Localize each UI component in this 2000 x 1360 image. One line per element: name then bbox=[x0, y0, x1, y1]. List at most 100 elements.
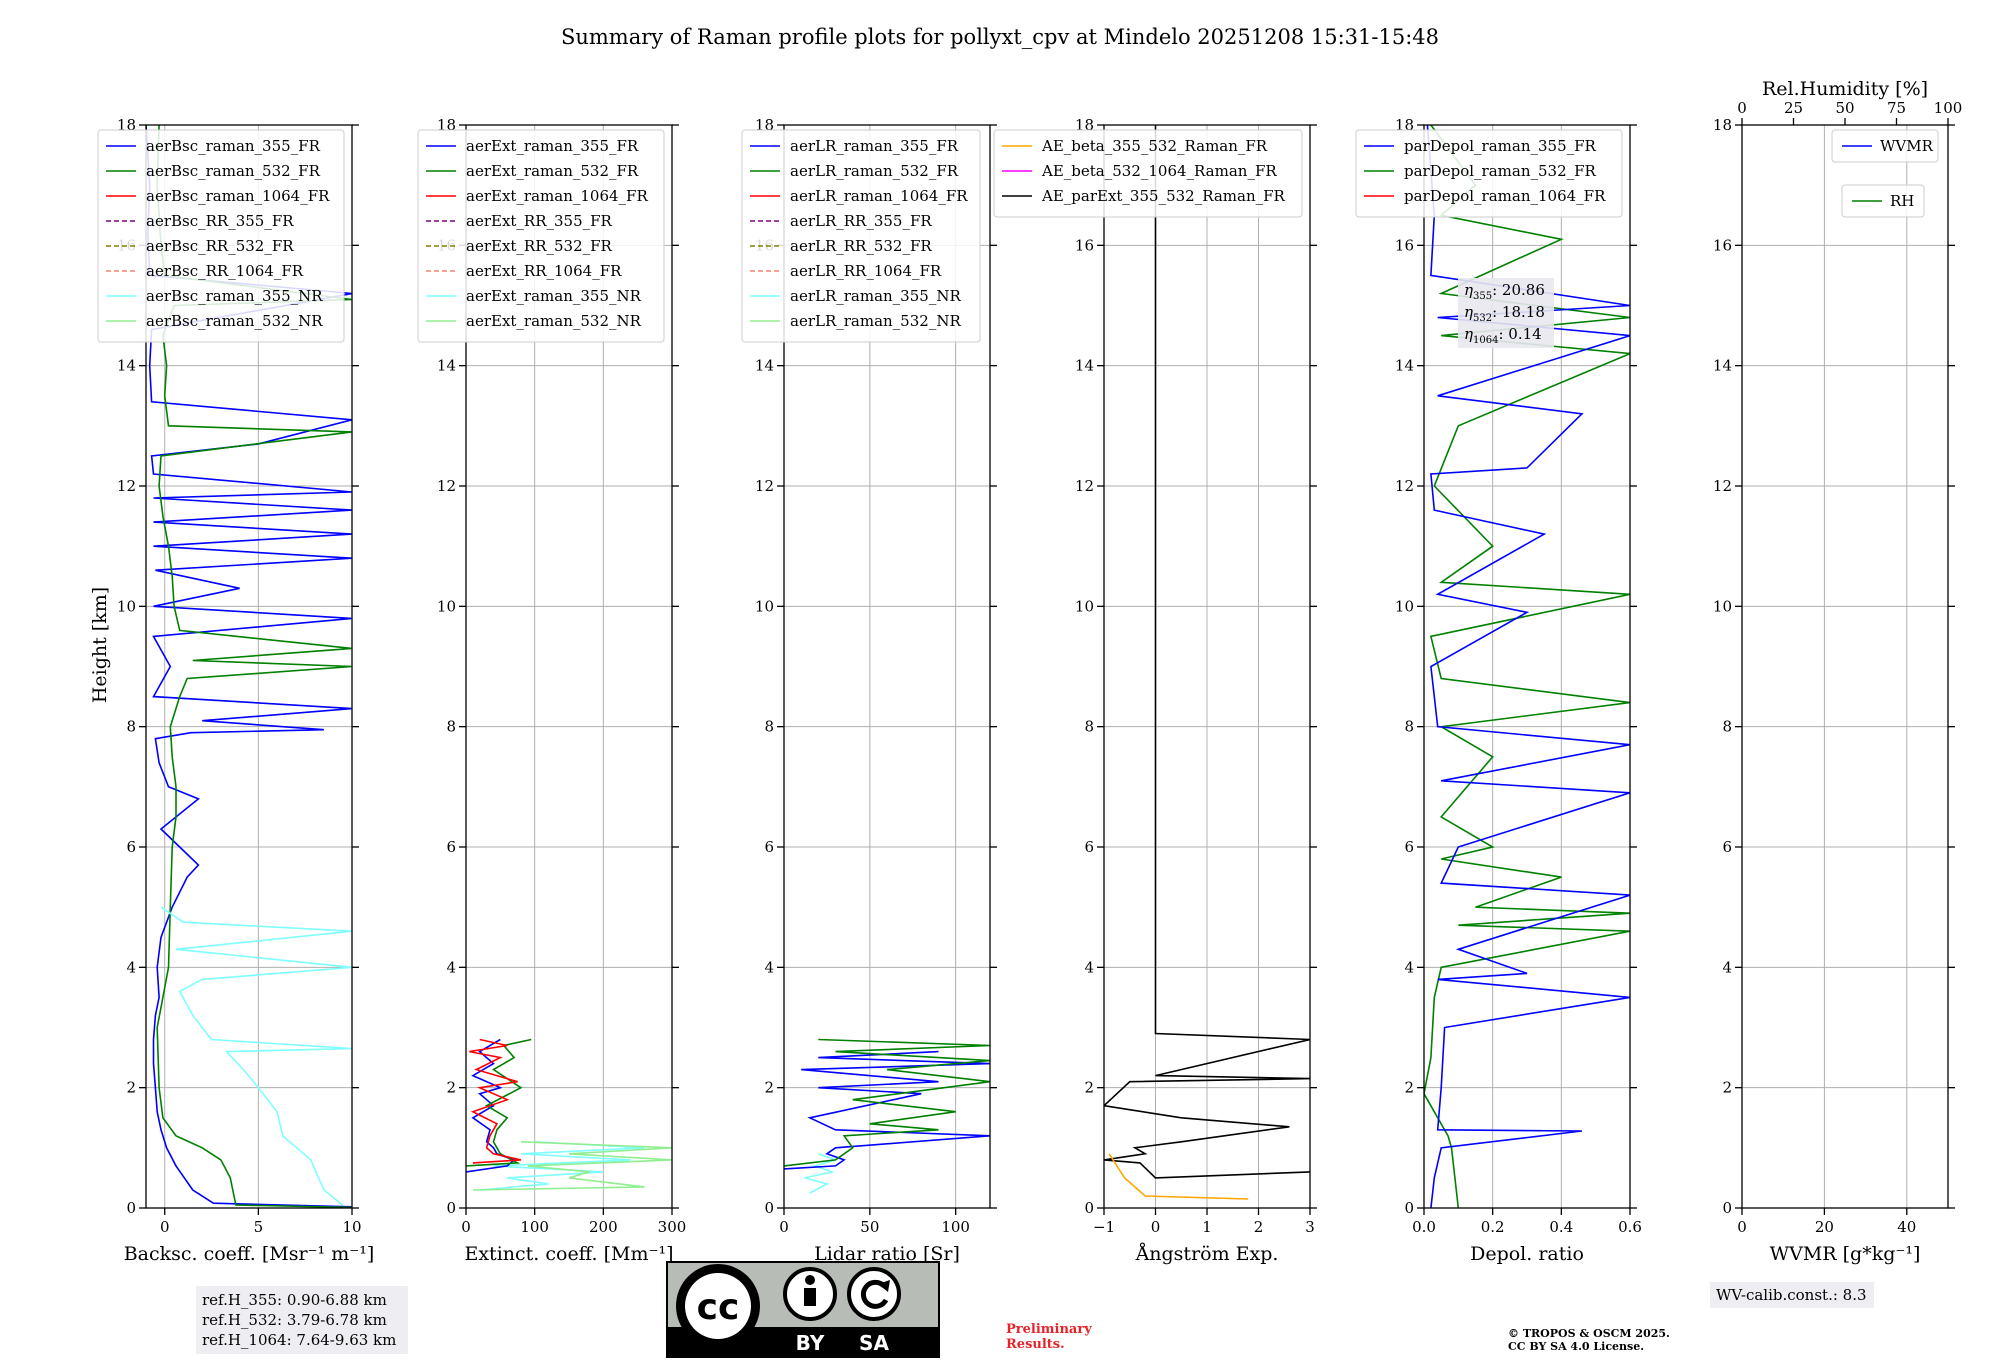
legend-label: aerExt_raman_532_NR bbox=[466, 312, 642, 330]
x-tick-label: 1 bbox=[1202, 1218, 1212, 1236]
x-tick-label: 0 bbox=[160, 1218, 170, 1236]
legend-bsc: aerBsc_raman_355_FR aerBsc_raman_532_FRae… bbox=[97, 129, 345, 343]
x-tick-label: 0 bbox=[779, 1218, 789, 1236]
svg-text:cc: cc bbox=[697, 1287, 740, 1328]
y-tick-label: 0 bbox=[1722, 1199, 1732, 1217]
legend-box bbox=[1355, 129, 1623, 218]
y-tick-label: 4 bbox=[126, 958, 136, 976]
legend-label: aerBsc_raman_355_NR bbox=[146, 287, 323, 305]
y-tick-label: 8 bbox=[1404, 718, 1414, 736]
series-line-AE_beta_355_532_Raman_FR bbox=[1108, 1153, 1249, 1200]
x-tick-label: 0.0 bbox=[1412, 1218, 1436, 1236]
x-tick-label: 200 bbox=[589, 1218, 618, 1236]
legend-label: aerLR_raman_355_FR bbox=[790, 137, 959, 155]
legend-label: aerLR_RR_532_FR bbox=[790, 237, 932, 255]
legend-label: aerExt_raman_1064_FR bbox=[466, 187, 648, 205]
panel-ext: 0246810121416180100200300Extinct. coeff.… bbox=[417, 116, 687, 1265]
y-tick-label: 0 bbox=[1404, 1199, 1414, 1217]
y-axis-label: Height [km] bbox=[89, 587, 111, 703]
legend-label: aerExt_RR_1064_FR bbox=[466, 262, 622, 280]
legend-ext: aerExt_raman_355_FR aerExt_raman_532_FRae… bbox=[417, 129, 665, 343]
eta-box bbox=[1458, 278, 1554, 348]
x-axis-label: Depol. ratio bbox=[1470, 1243, 1584, 1265]
legend-label: aerBsc_RR_1064_FR bbox=[146, 262, 304, 280]
legend-box bbox=[417, 129, 665, 343]
y-tick-label: 8 bbox=[1722, 718, 1732, 736]
ref-height-label: ref.H_1064: 7.64-9.63 km bbox=[202, 1331, 396, 1349]
legend-label: aerLR_RR_1064_FR bbox=[790, 262, 942, 280]
series-group bbox=[466, 1038, 672, 1191]
preliminary-text-line-2: Results. bbox=[1006, 1337, 1065, 1352]
axes-frame bbox=[783, 124, 991, 1209]
panel-bsc: 0246810121416180510Backsc. coeff. [Msr⁻¹… bbox=[97, 116, 408, 1354]
series-line-aerExt_raman_1064_FR bbox=[469, 1038, 522, 1164]
y-tick-label: 12 bbox=[1713, 477, 1732, 495]
legend-label: aerExt_RR_532_FR bbox=[466, 237, 613, 255]
legend-label: aerExt_raman_355_NR bbox=[466, 287, 642, 305]
x-tick-label: −1 bbox=[1093, 1218, 1115, 1236]
legend-lr: aerLR_raman_355_FR aerLR_raman_532_FR aerL… bbox=[741, 129, 981, 343]
legend-label: aerBsc_RR_355_FR bbox=[146, 212, 294, 230]
y-tick-label: 10 bbox=[117, 597, 136, 615]
x-tick-label: 5 bbox=[254, 1218, 264, 1236]
y-tick-label: 0 bbox=[126, 1199, 136, 1217]
y-tick-label: 4 bbox=[446, 958, 456, 976]
eta-label: η355: 20.86 bbox=[1464, 281, 1545, 302]
y-tick-label: 6 bbox=[764, 838, 774, 856]
x-tick-label: 0 bbox=[1151, 1218, 1161, 1236]
cc-license-badge[interactable]: cc BY SA bbox=[666, 1261, 940, 1358]
series-line-parDepol_raman_355_FR bbox=[1426, 125, 1630, 1208]
legend-label: aerExt_raman_355_FR bbox=[466, 137, 639, 155]
y-tick-label: 10 bbox=[755, 597, 774, 615]
series-group bbox=[784, 1038, 990, 1194]
x-tick-label: 0.4 bbox=[1549, 1218, 1573, 1236]
y-tick-label: 0 bbox=[764, 1199, 774, 1217]
legend-rh: RH bbox=[1841, 184, 1925, 218]
series-line-aerExt_raman_532_NR bbox=[472, 1141, 672, 1191]
y-tick-label: 4 bbox=[1084, 958, 1094, 976]
y-tick-label: 18 bbox=[1713, 116, 1732, 134]
legend-label: aerExt_raman_532_FR bbox=[466, 162, 639, 180]
panel-lr: 024681012141618050100Lidar ratio [Sr]aer… bbox=[741, 116, 997, 1265]
series-line-aerExt_raman_355_NR bbox=[479, 1141, 645, 1191]
legend-label: AE_beta_532_1064_Raman_FR bbox=[1041, 162, 1277, 180]
legend-label: aerLR_raman_355_NR bbox=[790, 287, 961, 305]
legend-label: aerBsc_raman_355_FR bbox=[146, 137, 321, 155]
legend-box bbox=[1841, 184, 1925, 218]
copyright-line-2: CC BY SA 4.0 License. bbox=[1508, 1340, 1644, 1353]
legend-box bbox=[741, 129, 981, 343]
series-line-aerBsc_raman_355_FR bbox=[146, 125, 352, 1208]
x2-tick-label: 0 bbox=[1737, 99, 1747, 117]
x-axis-label: Backsc. coeff. [Msr⁻¹ m⁻¹] bbox=[124, 1243, 375, 1265]
x-tick-label: 10 bbox=[342, 1218, 361, 1236]
legend-label: AE_parExt_355_532_Raman_FR bbox=[1041, 187, 1286, 205]
figure-title: Summary of Raman profile plots for polly… bbox=[561, 25, 1439, 49]
ref-height-label: ref.H_355: 0.90-6.88 km bbox=[202, 1291, 387, 1309]
legend-label: RH bbox=[1890, 192, 1914, 210]
legend-box bbox=[993, 129, 1303, 218]
copyright-line-1: © TROPOS & OSCM 2025. bbox=[1508, 1327, 1670, 1340]
y-tick-label: 14 bbox=[755, 357, 774, 375]
y-tick-label: 12 bbox=[755, 477, 774, 495]
y-tick-label: 14 bbox=[117, 357, 136, 375]
x-tick-label: 100 bbox=[941, 1218, 970, 1236]
legend-depol: parDepol_raman_355_FR parDepol_raman_532_… bbox=[1355, 129, 1623, 218]
legend-box bbox=[97, 129, 345, 343]
y-tick-label: 14 bbox=[437, 357, 456, 375]
x2-tick-label: 25 bbox=[1784, 99, 1803, 117]
y-tick-label: 2 bbox=[446, 1079, 456, 1097]
legend-label: parDepol_raman_355_FR bbox=[1404, 137, 1597, 155]
y-tick-label: 6 bbox=[1084, 838, 1094, 856]
x2-tick-label: 100 bbox=[1934, 99, 1963, 117]
x-tick-label: 0 bbox=[461, 1218, 471, 1236]
y-tick-label: 16 bbox=[1075, 236, 1094, 254]
x-tick-label: 300 bbox=[658, 1218, 687, 1236]
legend-ae: AE_beta_355_532_Raman_FR AE_beta_532_1064… bbox=[993, 129, 1303, 218]
axes-frame bbox=[145, 124, 353, 1209]
y-tick-label: 2 bbox=[764, 1079, 774, 1097]
y-tick-label: 8 bbox=[446, 718, 456, 736]
legend-label: aerLR_raman_1064_FR bbox=[790, 187, 968, 205]
x-tick-label: 0.2 bbox=[1481, 1218, 1505, 1236]
